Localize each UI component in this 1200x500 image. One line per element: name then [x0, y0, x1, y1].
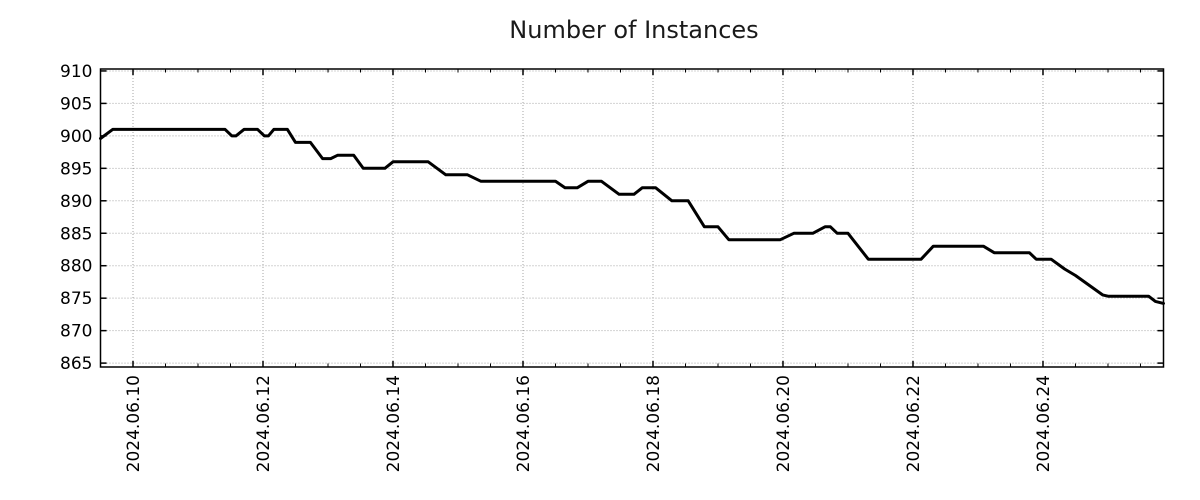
x-tick-label: 2024.06.10 [124, 375, 144, 472]
x-tick-label: 2024.06.14 [384, 375, 404, 472]
y-tick-label: 875 [60, 289, 92, 309]
y-tick-label: 865 [60, 354, 92, 374]
x-tick-label: 2024.06.12 [254, 375, 274, 472]
y-tick-label: 900 [60, 127, 92, 147]
y-tick-label: 895 [60, 159, 92, 179]
x-tick-label: 2024.06.20 [774, 375, 794, 472]
y-tick-label: 885 [60, 224, 92, 244]
y-tick-label: 890 [60, 192, 92, 212]
y-tick-label: 905 [60, 94, 92, 114]
x-tick-label: 2024.06.24 [1034, 375, 1054, 472]
y-tick-label: 870 [60, 322, 92, 342]
y-tick-label: 910 [60, 62, 92, 82]
data-line-number-of-instances [99, 127, 1165, 305]
x-tick-label: 2024.06.16 [514, 375, 534, 472]
x-tick-label: 2024.06.18 [644, 375, 664, 472]
chart-title: Number of Instances [509, 16, 758, 44]
plot-border [99, 68, 1165, 368]
y-tick-label: 880 [60, 257, 92, 277]
chart-generated-layers: 865 870 875 880 885 890 895 900 905 910 2024.06.10… [60, 62, 1165, 472]
x-tick-label: 2024.06.22 [904, 375, 924, 472]
